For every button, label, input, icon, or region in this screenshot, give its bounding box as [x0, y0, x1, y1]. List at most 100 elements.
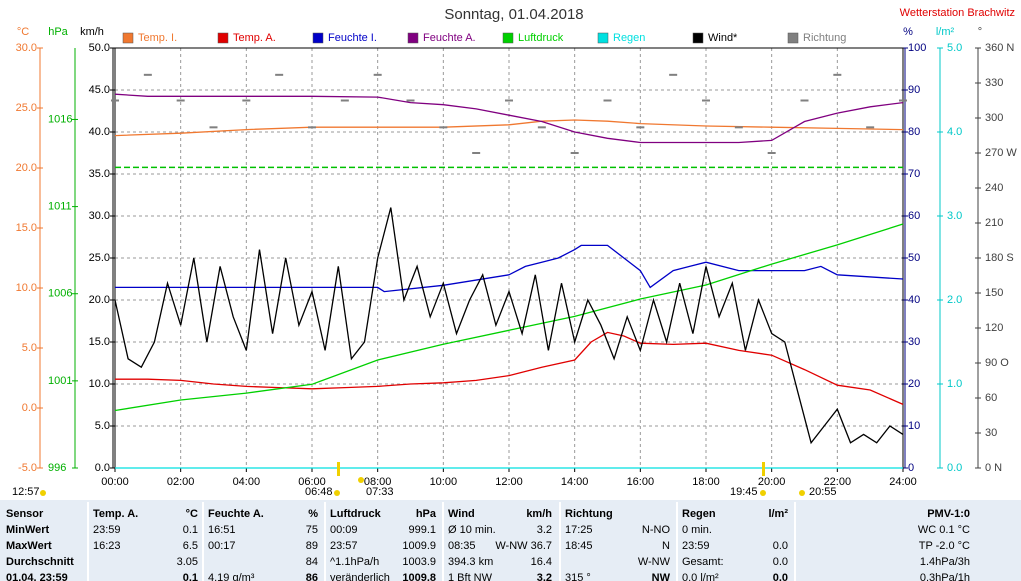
axis-unit: %	[903, 26, 913, 38]
table-cell: l/m²	[768, 508, 788, 520]
legend-label: Luftdruck	[518, 32, 564, 44]
x-tick-label: 04:00	[233, 476, 261, 488]
y-tick-label: 45.0	[89, 84, 110, 96]
legend-swatch	[502, 32, 514, 44]
table-cell: 0.0	[773, 556, 788, 568]
chart-title: Sonntag, 01.04.2018	[444, 6, 583, 23]
y-tick-label: 1001	[48, 375, 72, 387]
table-cell: 3.2	[537, 524, 552, 536]
y-tick-label: 330	[985, 77, 1003, 89]
marker-icon	[799, 490, 805, 496]
table-cell: Sensor	[6, 508, 44, 520]
direction-mark	[340, 99, 349, 102]
direction-mark	[899, 99, 907, 102]
table-cell: 0.1	[183, 524, 198, 536]
time-marker: 07:33	[366, 486, 394, 498]
table-cell: 17:25	[565, 524, 593, 536]
series-line	[114, 223, 904, 412]
table-cell: W-NW	[638, 556, 671, 568]
y-tick-label: 15.0	[16, 222, 37, 234]
legend-swatch	[787, 32, 799, 44]
table-cell: 84	[306, 556, 318, 568]
axis-unit: hPa	[48, 26, 68, 38]
legend-swatch	[122, 32, 134, 44]
time-marker: 06:48	[305, 486, 333, 498]
table-cell: 394.3 km	[448, 556, 493, 568]
y-tick-label: 150	[985, 287, 1003, 299]
table-cell: N-NO	[642, 524, 671, 536]
direction-mark	[373, 73, 382, 76]
marker-icon	[358, 477, 364, 483]
y-tick-label: 30	[908, 336, 920, 348]
table-cell: TP -2.0 °C	[919, 540, 970, 552]
direction-mark	[669, 73, 678, 76]
table-cell: hPa	[416, 508, 437, 520]
y-tick-label: 30.0	[89, 210, 110, 222]
sun-marker	[762, 462, 765, 476]
y-tick-label: 1011	[48, 200, 72, 212]
direction-mark	[833, 73, 842, 76]
table-cell: Ø 10 min.	[448, 524, 496, 536]
y-tick-label: -5.0	[18, 462, 37, 474]
y-tick-label: 15.0	[89, 336, 110, 348]
y-tick-label: 90 O	[985, 357, 1009, 369]
y-tick-label: 120	[985, 322, 1003, 334]
y-tick-label: 1.0	[947, 378, 962, 390]
table-cell: 00:09	[330, 524, 358, 536]
table-cell: 4.19 g/m³	[208, 572, 255, 581]
table-cell: Temp. A.	[93, 508, 138, 520]
table-cell: 86	[306, 572, 318, 581]
table-cell: 18:45	[565, 540, 593, 552]
y-tick-label: 5.0	[22, 342, 37, 354]
table-cell: km/h	[526, 508, 552, 520]
legend-label: Wind*	[708, 32, 738, 44]
y-tick-label: 3.0	[947, 210, 962, 222]
marker-icon	[40, 490, 46, 496]
legend-swatch	[692, 32, 704, 44]
y-tick-label: 210	[985, 217, 1003, 229]
table-cell: 3.2	[537, 572, 552, 581]
table-cell: 23:57	[330, 540, 358, 552]
direction-mark	[111, 99, 119, 102]
table-cell: %	[308, 508, 318, 520]
table-cell: 23:59	[682, 540, 710, 552]
table-cell: 1009.9	[402, 540, 436, 552]
legend-swatch	[312, 32, 324, 44]
y-tick-label: 270 W	[985, 147, 1017, 159]
table-cell: Luftdruck	[330, 508, 382, 520]
y-tick-label: 1016	[48, 113, 72, 125]
y-tick-label: 10	[908, 420, 920, 432]
y-tick-label: 25.0	[16, 102, 37, 114]
y-tick-label: 50	[908, 252, 920, 264]
direction-mark	[209, 126, 218, 129]
y-tick-label: 20.0	[16, 162, 37, 174]
x-tick-label: 22:00	[824, 476, 852, 488]
direction-mark	[570, 152, 579, 154]
direction-mark	[242, 99, 251, 102]
table-cell: 1 Bft NW	[448, 572, 493, 581]
x-tick-label: 02:00	[167, 476, 195, 488]
table-cell: 1003.9	[402, 556, 436, 568]
table-cell: MinWert	[6, 524, 50, 536]
direction-mark	[308, 126, 316, 129]
y-tick-label: 300	[985, 112, 1003, 124]
y-tick-label: 50.0	[89, 42, 110, 54]
table-cell: 0.0	[773, 540, 788, 552]
x-tick-label: 20:00	[758, 476, 786, 488]
table-cell: 16:51	[208, 524, 236, 536]
y-tick-label: 0	[908, 462, 914, 474]
direction-mark	[767, 152, 776, 154]
table-cell: Durchschnitt	[6, 556, 74, 568]
table-cell: 315 °	[565, 572, 591, 581]
table-cell: 23:59	[93, 524, 121, 536]
y-tick-label: 4.0	[947, 126, 962, 138]
y-tick-label: 90	[908, 84, 920, 96]
y-tick-label: 180 S	[985, 252, 1014, 264]
table-cell: 0.3hPa/1h	[920, 572, 970, 581]
table-cell: 1.4hPa/3h	[920, 556, 970, 568]
y-tick-label: 35.0	[89, 168, 110, 180]
table-cell: WC 0.1 °C	[918, 524, 970, 536]
x-tick-label: 16:00	[627, 476, 655, 488]
axis-unit: °	[978, 26, 982, 38]
